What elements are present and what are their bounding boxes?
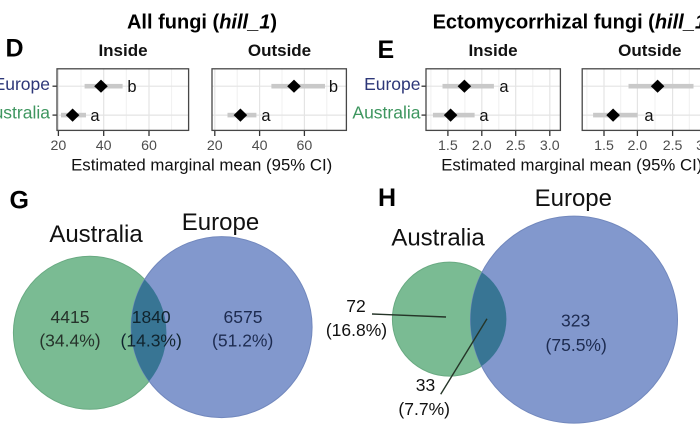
svg-text:Europe: Europe: [0, 74, 50, 94]
svg-text:b: b: [329, 78, 338, 96]
svg-text:Australia: Australia: [391, 225, 485, 252]
svg-text:Australia: Australia: [49, 221, 143, 248]
svg-text:a: a: [479, 107, 489, 125]
svg-text:1.5: 1.5: [438, 138, 458, 154]
svg-text:323: 323: [561, 311, 590, 331]
svg-text:D: D: [6, 35, 24, 63]
svg-text:3.0: 3.0: [540, 138, 560, 154]
svg-text:a: a: [499, 78, 509, 96]
svg-text:Europe: Europe: [364, 74, 420, 94]
svg-text:Estimated marginal mean (95% C: Estimated marginal mean (95% CI): [71, 155, 332, 174]
svg-text:Australia: Australia: [352, 102, 420, 122]
svg-text:b: b: [127, 78, 136, 96]
svg-text:2.5: 2.5: [663, 138, 683, 154]
svg-text:(51.2%): (51.2%): [212, 331, 273, 351]
svg-text:40: 40: [96, 138, 112, 154]
svg-text:(75.5%): (75.5%): [546, 335, 607, 355]
svg-text:(7.7%): (7.7%): [398, 399, 450, 419]
svg-text:60: 60: [297, 138, 313, 154]
svg-text:72: 72: [346, 296, 365, 316]
svg-text:a: a: [261, 107, 271, 125]
svg-text:4415: 4415: [51, 307, 90, 327]
svg-text:Inside: Inside: [98, 41, 147, 60]
svg-text:(34.4%): (34.4%): [39, 331, 100, 351]
svg-text:33: 33: [416, 375, 435, 395]
svg-text:20: 20: [207, 138, 223, 154]
svg-text:40: 40: [252, 138, 268, 154]
svg-text:20: 20: [51, 138, 67, 154]
svg-text:Outside: Outside: [248, 41, 311, 60]
svg-text:Europe: Europe: [182, 209, 259, 236]
svg-text:1.5: 1.5: [594, 138, 614, 154]
svg-text:2.0: 2.0: [628, 138, 648, 154]
svg-text:a: a: [90, 107, 100, 125]
svg-text:(16.8%): (16.8%): [326, 320, 387, 340]
svg-text:a: a: [644, 107, 654, 125]
svg-text:G: G: [10, 186, 29, 214]
svg-text:E: E: [378, 36, 395, 64]
svg-text:Outside: Outside: [618, 41, 681, 60]
svg-text:Australia: Australia: [0, 102, 50, 122]
svg-text:Estimated marginal mean (95% C: Estimated marginal mean (95% CI): [441, 155, 700, 174]
svg-text:6575: 6575: [224, 307, 263, 327]
svg-text:All fungi (hill_1): All fungi (hill_1): [127, 12, 277, 34]
svg-text:2.5: 2.5: [506, 138, 526, 154]
svg-text:(14.3%): (14.3%): [121, 331, 182, 351]
svg-text:Europe: Europe: [535, 185, 612, 212]
svg-text:2.0: 2.0: [472, 138, 492, 154]
svg-text:Ectomycorrhizal fungi (hill_1): Ectomycorrhizal fungi (hill_1): [433, 12, 700, 34]
svg-text:1840: 1840: [132, 307, 171, 327]
svg-text:3.0: 3.0: [696, 138, 700, 154]
svg-text:Inside: Inside: [468, 41, 517, 60]
svg-text:60: 60: [141, 138, 157, 154]
svg-text:H: H: [378, 184, 396, 212]
